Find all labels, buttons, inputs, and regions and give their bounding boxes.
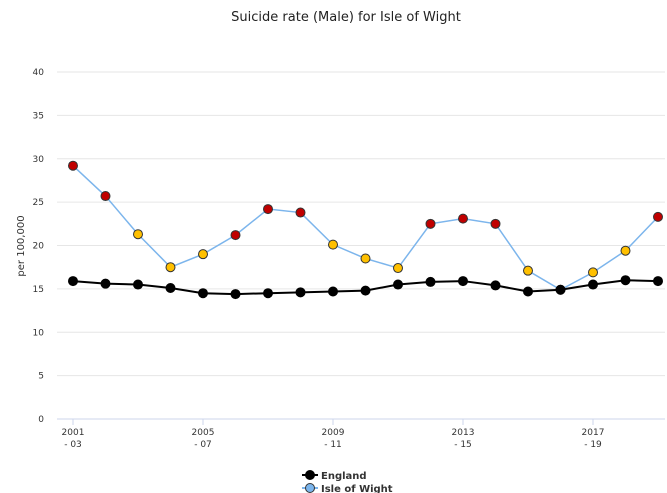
y-tick-label: 20 xyxy=(33,242,45,252)
y-tick-label: 40 xyxy=(33,68,45,78)
x-tick-label: 2001 xyxy=(62,428,85,438)
legend-isle-of-wight-label: Isle of Wight xyxy=(321,484,393,493)
y-axis-ticks: 0 5 10 15 20 25 30 35 40 xyxy=(33,68,45,425)
data-point-isle-of-wight[interactable] xyxy=(653,211,663,222)
y-tick-label: 25 xyxy=(33,198,44,208)
legend-england-marker xyxy=(305,470,315,480)
data-point-isle-of-wight[interactable] xyxy=(360,253,371,264)
data-point-england[interactable] xyxy=(490,280,501,291)
data-point-england[interactable] xyxy=(100,278,111,289)
x-tick-label-sub: - 15 xyxy=(454,440,472,450)
data-point-england[interactable] xyxy=(360,285,371,296)
data-point-isle-of-wight[interactable] xyxy=(588,267,598,278)
data-point-england[interactable] xyxy=(263,288,273,299)
data-point-isle-of-wight[interactable] xyxy=(295,207,306,218)
data-point-isle-of-wight[interactable] xyxy=(133,229,143,240)
data-point-isle-of-wight[interactable] xyxy=(230,230,241,241)
x-tick-label-sub: - 19 xyxy=(584,440,602,450)
grid xyxy=(57,71,665,420)
data-point-england[interactable] xyxy=(133,279,143,290)
data-point-isle-of-wight[interactable] xyxy=(458,213,468,224)
data-point-england[interactable] xyxy=(165,283,176,294)
data-point-isle-of-wight[interactable] xyxy=(165,262,176,273)
data-point-england[interactable] xyxy=(653,276,663,287)
data-point-isle-of-wight[interactable] xyxy=(620,245,631,256)
data-point-england[interactable] xyxy=(68,276,78,287)
data-point-england[interactable] xyxy=(620,275,631,286)
x-tick-label-sub: - 07 xyxy=(194,440,212,450)
data-point-england[interactable] xyxy=(295,287,306,298)
y-tick-label: 10 xyxy=(33,328,45,338)
y-tick-label: 0 xyxy=(38,415,44,425)
legend-isle-of-wight-marker xyxy=(305,483,315,493)
data-point-england[interactable] xyxy=(588,279,598,290)
y-tick-label: 15 xyxy=(33,285,44,295)
legend-item-isle-of-wight[interactable]: Isle of Wight xyxy=(302,483,393,493)
data-point-england[interactable] xyxy=(328,286,338,297)
x-tick-label-sub: - 11 xyxy=(324,440,342,450)
legend-england-label: England xyxy=(321,471,367,482)
data-point-england[interactable] xyxy=(555,284,566,295)
x-tick-label: 2013 xyxy=(452,428,475,438)
data-point-isle-of-wight[interactable] xyxy=(425,218,436,229)
y-tick-label: 30 xyxy=(33,155,45,165)
x-tick-label-sub: - 03 xyxy=(64,440,82,450)
series-layer xyxy=(68,160,663,300)
data-point-england[interactable] xyxy=(458,276,468,287)
series-line-isle-of-wight xyxy=(72,165,659,291)
data-point-isle-of-wight[interactable] xyxy=(68,160,78,171)
x-tick-label: 2017 xyxy=(582,428,605,438)
data-point-england[interactable] xyxy=(393,279,403,290)
chart-title: Suicide rate (Male) for Isle of Wight xyxy=(231,10,461,25)
legend-item-england[interactable]: England xyxy=(302,470,367,483)
x-axis-ticks: 2001 - 03 2005 - 07 2009 - 11 2013 - 15 2017 - 19 xyxy=(62,419,605,450)
y-tick-label: 5 xyxy=(38,372,44,382)
data-point-isle-of-wight[interactable] xyxy=(393,263,403,274)
data-point-england[interactable] xyxy=(198,288,208,299)
data-point-isle-of-wight[interactable] xyxy=(100,191,111,202)
y-axis-label: per 100,000 xyxy=(16,215,27,276)
data-point-england[interactable] xyxy=(425,276,436,287)
legend: England Isle of Wight xyxy=(302,470,393,493)
data-point-isle-of-wight[interactable] xyxy=(523,265,533,276)
data-point-england[interactable] xyxy=(230,289,241,300)
data-point-isle-of-wight[interactable] xyxy=(328,239,338,250)
data-point-isle-of-wight[interactable] xyxy=(263,204,273,215)
data-point-isle-of-wight[interactable] xyxy=(198,249,208,260)
data-point-england[interactable] xyxy=(523,286,533,297)
data-point-isle-of-wight[interactable] xyxy=(490,218,501,229)
x-tick-label: 2009 xyxy=(322,428,345,438)
x-tick-label: 2005 xyxy=(192,428,215,438)
y-tick-label: 35 xyxy=(33,111,44,121)
